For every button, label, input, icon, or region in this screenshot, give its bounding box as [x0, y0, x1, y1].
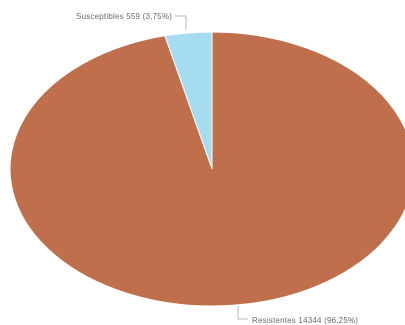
pie-slices: [9, 31, 405, 307]
slice-leader-line-susceptibles: [175, 15, 187, 30]
slice-label-resistentes: Resistentes 14344 (96,25%): [252, 316, 358, 325]
slice-leader-line-resistentes: [237, 306, 248, 320]
pie-slice-resistentes[interactable]: [9, 31, 405, 307]
slice-label-susceptibles: Susceptibles 559 (3,75%): [76, 12, 172, 21]
